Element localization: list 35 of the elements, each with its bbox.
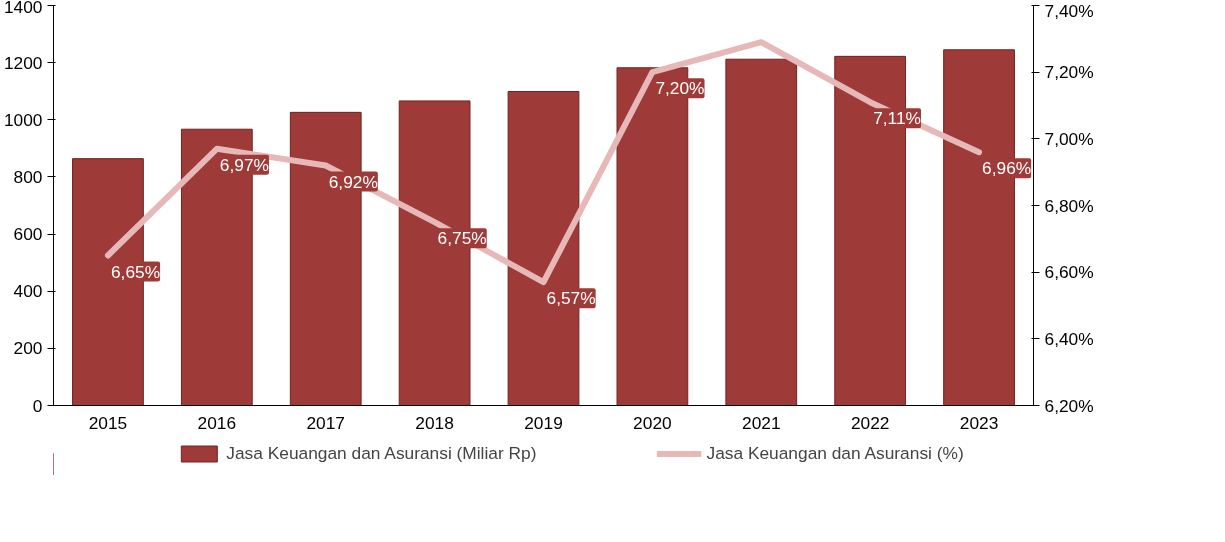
y-tick-label: 200 (13, 338, 43, 359)
y2-tick-label: 6,20% (1044, 395, 1094, 416)
data-label: 6,65% (110, 261, 161, 282)
x-tick-label: 2023 (959, 412, 999, 433)
data-label: 7,11% (873, 108, 922, 129)
y2-tick-label: 7,00% (1044, 128, 1094, 149)
data-label: 6,57% (546, 288, 596, 309)
x-tick-label: 2022 (850, 412, 890, 433)
x-tick-label: 2019 (524, 412, 563, 433)
y-tick-label: 400 (13, 281, 43, 302)
y-tick-label: 1000 (3, 109, 43, 130)
x-tick-label: 2016 (197, 412, 237, 433)
y-tick-label: 600 (13, 224, 43, 245)
x-tick-label: 2015 (88, 412, 128, 433)
x-tick-label: 2018 (415, 412, 454, 433)
y2-tick-label: 6,60% (1044, 262, 1094, 283)
legend-label: Jasa Keuangan dan Asuransi (%) (706, 442, 964, 464)
data-label: 6,92% (328, 171, 378, 192)
data-label: 6,75% (437, 228, 487, 249)
y-tick-label: 0 (32, 395, 43, 416)
y-tick-label: 1400 (3, 0, 43, 17)
y-tick-label: 1200 (3, 52, 43, 73)
bar (725, 58, 798, 406)
y2-tick-label: 6,80% (1044, 195, 1094, 216)
data-label: 7,20% (655, 78, 705, 99)
y2-tick-label: 7,40% (1044, 0, 1094, 21)
x-tick-label: 2017 (306, 412, 346, 433)
data-label: 6,96% (982, 158, 1032, 179)
y2-tick-label: 7,20% (1044, 62, 1094, 83)
legend-label: Jasa Keuangan dan Asuransi (Miliar Rp) (226, 442, 537, 464)
x-tick-label: 2020 (633, 412, 672, 433)
y-tick-label: 800 (13, 166, 43, 187)
data-label: 6,97% (219, 154, 269, 175)
y2-tick-label: 6,40% (1044, 328, 1094, 349)
x-tick-label: 2021 (742, 412, 781, 433)
